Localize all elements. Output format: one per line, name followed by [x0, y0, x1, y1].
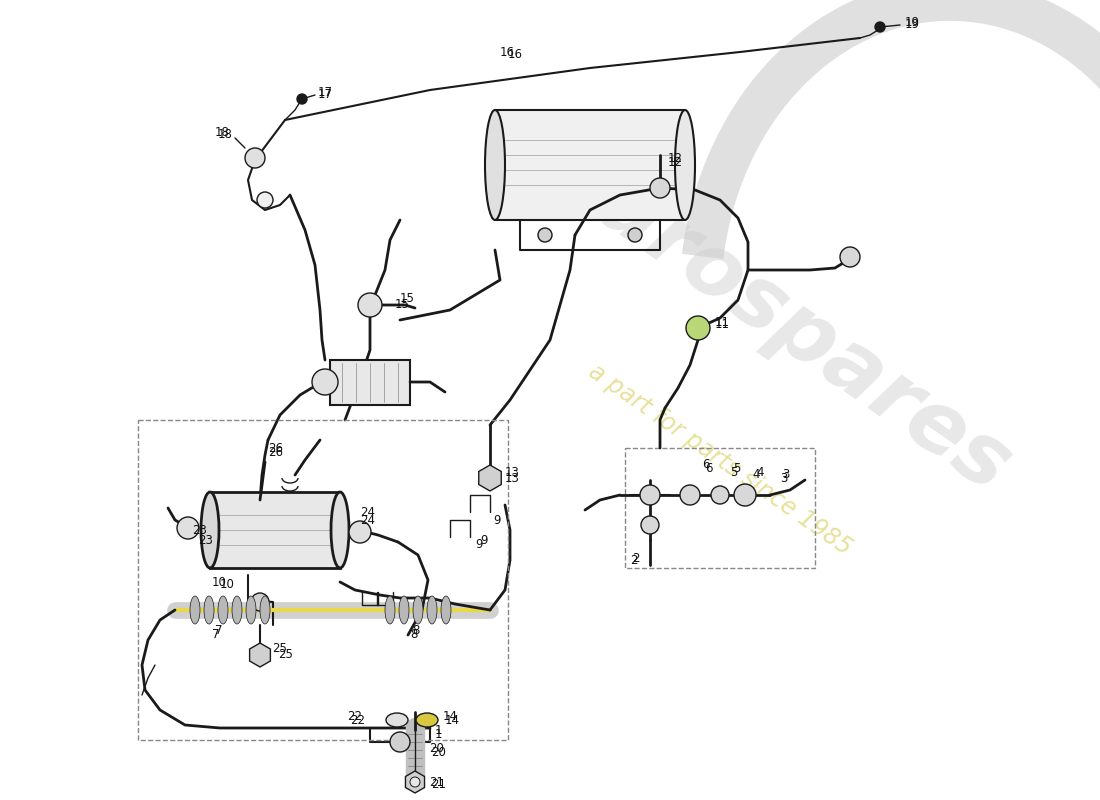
Ellipse shape — [246, 596, 256, 624]
Circle shape — [349, 521, 371, 543]
Circle shape — [358, 293, 382, 317]
Text: 15: 15 — [395, 298, 410, 311]
Text: 18: 18 — [218, 129, 233, 142]
Text: 17: 17 — [318, 89, 333, 102]
Circle shape — [312, 369, 338, 395]
Text: 4: 4 — [756, 466, 763, 478]
Text: 12: 12 — [668, 155, 683, 169]
Ellipse shape — [385, 596, 395, 624]
Text: 9: 9 — [480, 534, 487, 546]
Text: 25: 25 — [278, 649, 293, 662]
Ellipse shape — [399, 596, 409, 624]
Text: 1: 1 — [434, 729, 442, 742]
Bar — [495, 110, 685, 220]
Circle shape — [628, 228, 642, 242]
Text: 19: 19 — [905, 15, 920, 29]
Text: 5: 5 — [730, 466, 737, 478]
Text: 23: 23 — [192, 523, 207, 537]
Ellipse shape — [412, 596, 424, 624]
Ellipse shape — [386, 713, 408, 727]
Text: 12: 12 — [668, 151, 683, 165]
Ellipse shape — [260, 596, 270, 624]
Ellipse shape — [190, 596, 200, 624]
Ellipse shape — [675, 110, 695, 220]
Text: 17: 17 — [318, 86, 333, 98]
Circle shape — [297, 94, 307, 104]
Ellipse shape — [218, 596, 228, 624]
Text: 11: 11 — [715, 315, 730, 329]
Ellipse shape — [485, 110, 505, 220]
Text: 4: 4 — [752, 469, 759, 482]
Text: 14: 14 — [443, 710, 458, 723]
Text: 19: 19 — [905, 18, 920, 31]
Circle shape — [711, 486, 729, 504]
Text: 11: 11 — [715, 318, 730, 331]
Text: 18: 18 — [214, 126, 230, 138]
Text: a part for parts since 1985: a part for parts since 1985 — [584, 360, 856, 560]
Text: 9: 9 — [475, 538, 483, 551]
Circle shape — [640, 485, 660, 505]
Circle shape — [734, 484, 756, 506]
Text: 26: 26 — [268, 442, 283, 454]
Circle shape — [686, 316, 710, 340]
Text: 9: 9 — [493, 514, 500, 526]
Text: 22: 22 — [346, 710, 362, 723]
Text: 21: 21 — [429, 777, 444, 790]
Circle shape — [650, 178, 670, 198]
Text: 13: 13 — [505, 466, 520, 478]
Circle shape — [840, 247, 860, 267]
Bar — [330, 360, 410, 405]
Text: 2: 2 — [630, 554, 638, 566]
Ellipse shape — [232, 596, 242, 624]
Text: eurospares: eurospares — [534, 130, 1026, 510]
Circle shape — [538, 228, 552, 242]
Text: 23: 23 — [198, 534, 213, 546]
Bar — [625, 448, 815, 568]
Circle shape — [390, 732, 410, 752]
Ellipse shape — [441, 596, 451, 624]
Text: 15: 15 — [400, 291, 415, 305]
Ellipse shape — [331, 492, 349, 568]
Text: 10: 10 — [220, 578, 235, 591]
Text: 16: 16 — [500, 46, 515, 58]
Text: 6: 6 — [705, 462, 713, 474]
Text: 24: 24 — [360, 506, 375, 518]
Text: 7: 7 — [214, 623, 222, 637]
Text: 3: 3 — [780, 471, 788, 485]
Circle shape — [680, 485, 700, 505]
Circle shape — [410, 777, 420, 787]
Text: 3: 3 — [782, 469, 790, 482]
Circle shape — [251, 593, 270, 611]
Ellipse shape — [201, 492, 219, 568]
Text: 8: 8 — [412, 623, 419, 637]
Ellipse shape — [427, 596, 437, 624]
Text: 24: 24 — [360, 514, 375, 526]
Text: 7: 7 — [212, 629, 220, 642]
Text: 13: 13 — [505, 471, 520, 485]
Ellipse shape — [416, 713, 438, 727]
Text: 10: 10 — [212, 575, 227, 589]
Ellipse shape — [204, 596, 214, 624]
Bar — [210, 492, 340, 568]
Text: 8: 8 — [410, 629, 417, 642]
Text: 21: 21 — [431, 778, 446, 791]
Bar — [138, 420, 508, 740]
Text: 26: 26 — [268, 446, 283, 458]
Text: 20: 20 — [429, 742, 444, 754]
Text: 22: 22 — [350, 714, 365, 726]
Text: 2: 2 — [632, 551, 639, 565]
Text: 25: 25 — [272, 642, 287, 654]
Text: 5: 5 — [733, 462, 740, 474]
Circle shape — [257, 192, 273, 208]
Text: 14: 14 — [446, 714, 460, 726]
Text: 16: 16 — [508, 49, 522, 62]
Text: 20: 20 — [431, 746, 446, 758]
Circle shape — [874, 22, 886, 32]
Circle shape — [641, 516, 659, 534]
Text: 6: 6 — [702, 458, 710, 471]
Circle shape — [177, 517, 199, 539]
Circle shape — [245, 148, 265, 168]
Text: 1: 1 — [434, 723, 442, 737]
